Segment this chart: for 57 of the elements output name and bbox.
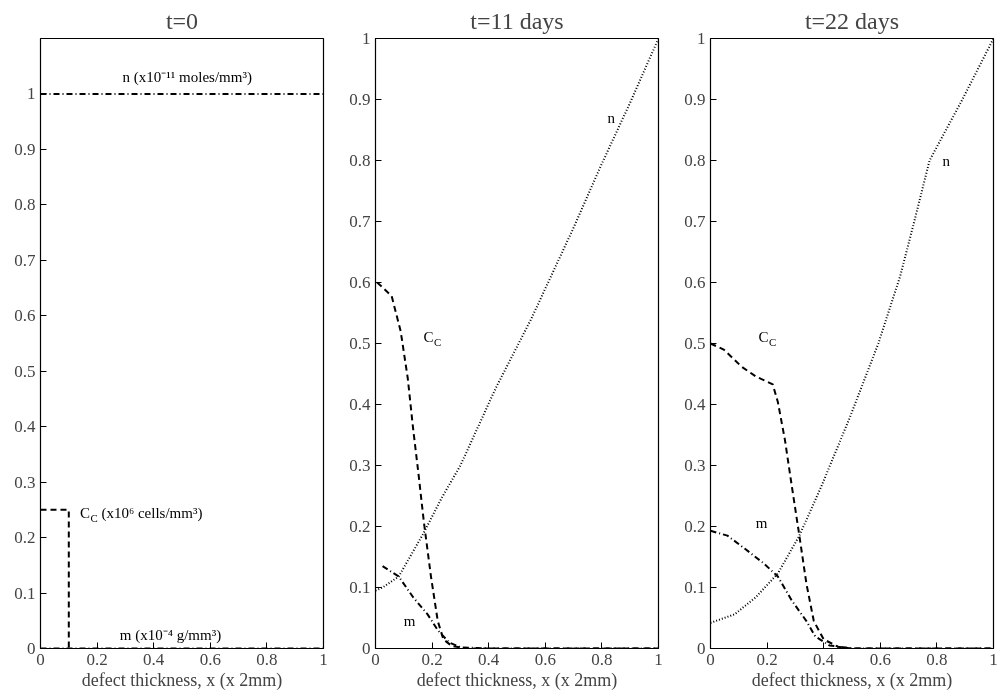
y-tick-label: 0.2: [14, 528, 36, 548]
x-tick-label: 1: [654, 649, 663, 669]
y-tick-label: 0.9: [684, 90, 706, 109]
y-tick-label: 0.3: [684, 456, 706, 475]
y-tick-label: 0.7: [349, 212, 371, 231]
y-tick-label: 0.5: [349, 334, 371, 353]
y-tick-label: 0.7: [14, 250, 36, 270]
x-tick-label: 0.6: [869, 649, 891, 669]
x-tick-label: 0.8: [591, 649, 613, 669]
series-label: n: [942, 152, 951, 169]
y-tick-label: 0.8: [349, 151, 371, 170]
y-tick-label: 0.4: [349, 395, 371, 414]
y-tick-label: 0.4: [684, 395, 706, 414]
y-tick-label: 0.9: [14, 139, 36, 159]
x-axis-title: defect thickness, x (x 2mm): [751, 669, 953, 691]
x-tick-label: 1: [319, 649, 328, 669]
x-tick-label: 0.4: [478, 649, 500, 669]
y-tick-label: 0.6: [684, 273, 706, 292]
chart-title: t=11 days: [470, 7, 564, 34]
y-tick-label: 1: [697, 29, 706, 48]
x-tick-label: 0.8: [926, 649, 948, 669]
x-axis-title: defect thickness, x (x 2mm): [416, 669, 618, 691]
x-tick-label: 0.6: [534, 649, 556, 669]
y-tick-label: 0.2: [684, 517, 706, 536]
chart-title: t=0: [165, 7, 199, 34]
y-tick-label: 0.7: [684, 212, 706, 231]
series-label: m: [755, 515, 768, 532]
y-tick-label: 0.3: [349, 456, 371, 475]
x-tick-label: 0.2: [756, 649, 778, 669]
y-tick-label: 0.4: [14, 417, 36, 437]
y-tick-label: 0.6: [349, 273, 371, 292]
y-tick-label: 0.1: [684, 578, 706, 597]
x-tick-label: 1: [989, 649, 998, 669]
x-tick-label: 0.4: [143, 649, 165, 669]
y-tick-label: 0.1: [349, 578, 371, 597]
y-tick-label: 0.6: [14, 306, 36, 326]
series-label: m: [403, 613, 416, 630]
y-tick-label: 0.5: [684, 334, 706, 353]
x-tick-label: 0.8: [256, 649, 278, 669]
y-tick-label: 0.9: [349, 90, 371, 109]
y-tick-label: 0.8: [14, 195, 36, 215]
x-tick-label: 0.6: [199, 649, 221, 669]
x-tick-label: 0.4: [813, 649, 835, 669]
x-axis-title: defect thickness, x (x 2mm): [81, 669, 283, 691]
y-tick-label: 0.5: [14, 361, 36, 381]
x-tick-label: 0.2: [86, 649, 108, 669]
y-tick-label: 1: [27, 84, 36, 104]
y-tick-label: 0.1: [14, 583, 36, 603]
y-tick-label: 0.3: [14, 472, 36, 492]
series-label: n (x10⁻¹¹ moles/mm³): [122, 69, 252, 87]
series-label: n: [607, 109, 616, 126]
y-tick-label: 0.8: [684, 151, 706, 170]
x-tick-label: 0.2: [421, 649, 443, 669]
chart-title: t=22 days: [804, 7, 900, 34]
y-tick-label: 0.2: [349, 517, 371, 536]
series-label: m (x10⁻⁴ g/mm³): [119, 626, 222, 644]
y-tick-label: 1: [362, 29, 371, 48]
